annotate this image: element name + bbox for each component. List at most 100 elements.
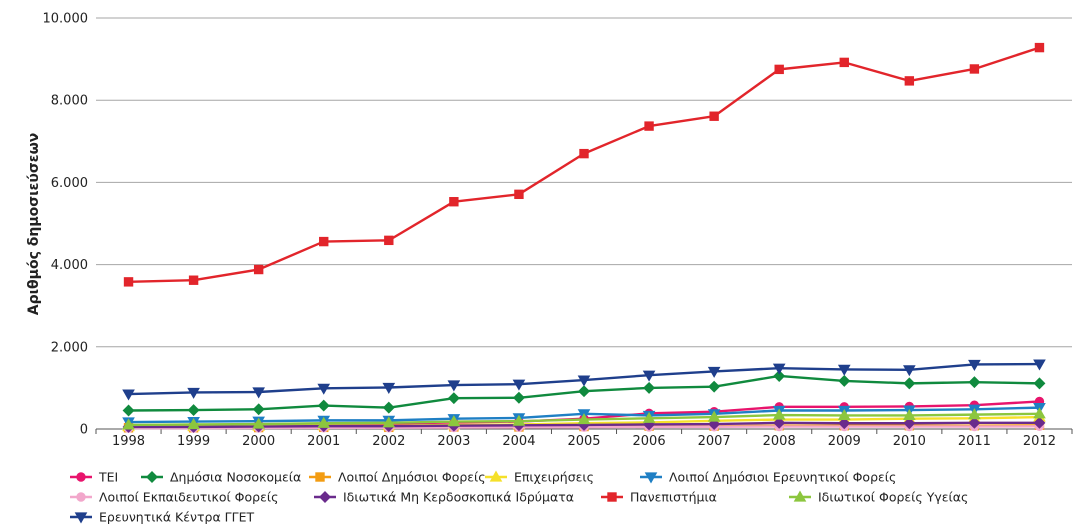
data-point (578, 385, 590, 398)
data-point (773, 416, 786, 429)
data-point (449, 197, 459, 207)
data-point (1033, 377, 1046, 390)
data-point (1033, 359, 1046, 371)
data-point (838, 417, 851, 430)
data-point (1033, 407, 1046, 419)
data-point (187, 404, 200, 417)
data-point (708, 380, 721, 393)
data-point (969, 64, 980, 74)
legend-label: Δημόσια Νοσοκομεία (170, 470, 301, 485)
legend-label: Ιδιωτικοί Φορείς Υγείας (818, 490, 968, 505)
data-point (579, 148, 589, 159)
x-tick-label: 2000 (242, 434, 275, 449)
legend-item: Ερευνητικά Κέντρα ΓΓΕΤ (70, 510, 254, 525)
data-point (707, 410, 721, 422)
data-point (772, 408, 786, 420)
y-tick-label: 4.000 (51, 258, 88, 273)
data-point (903, 377, 916, 390)
legend-marker (146, 471, 158, 483)
x-tick-label: 1998 (112, 434, 145, 449)
data-point (839, 57, 849, 68)
legend-marker (793, 490, 807, 502)
legend-marker (607, 492, 617, 502)
y-tick-label: 6.000 (51, 176, 88, 191)
legend-item: Πανεπιστήμια (601, 490, 717, 505)
data-point (968, 359, 981, 371)
legend-marker (74, 512, 88, 524)
data-point (514, 189, 524, 200)
data-point (772, 363, 786, 375)
data-point (447, 380, 461, 392)
data-point (122, 404, 135, 417)
data-point (642, 411, 656, 423)
legend-marker (76, 492, 86, 502)
x-tick-label: 2010 (893, 434, 926, 449)
legend-item: Λοιποί Δημόσιοι Φορείς (309, 470, 486, 485)
data-point (643, 381, 656, 394)
series-line (128, 46, 1040, 284)
data-point (968, 416, 981, 429)
x-tick-label: 2008 (763, 434, 796, 449)
data-point (512, 379, 526, 391)
data-point (384, 235, 394, 246)
data-point (382, 401, 395, 414)
data-point (1033, 416, 1046, 429)
data-point (707, 366, 721, 378)
data-point (252, 387, 265, 399)
data-point (187, 387, 200, 399)
x-tick-label: 2007 (698, 434, 731, 449)
data-point (642, 370, 656, 382)
data-point (838, 374, 851, 387)
legend-label: Πανεπιστήμια (630, 490, 717, 505)
y-tick-label: 8.000 (51, 94, 88, 109)
data-point (253, 264, 264, 275)
legend-marker (315, 472, 325, 482)
series-2 (122, 370, 1046, 417)
data-point (512, 391, 525, 404)
data-point (577, 413, 591, 425)
y-tick-label: 2.000 (51, 340, 88, 355)
legend-label: ΤΕΙ (98, 470, 118, 485)
legend-marker (319, 491, 331, 503)
x-tick-label: 2001 (307, 434, 340, 449)
legend-item: Λοιποί Δημόσιοι Ερευνητικοί Φορείς (640, 470, 896, 485)
gridlines (96, 17, 1072, 348)
legend-item: ΤΕΙ (70, 470, 118, 485)
y-axis-title: Αριθμός δημοσιεύσεων (26, 133, 42, 316)
legend-marker (644, 472, 658, 484)
legend-label: Λοιποί Δημόσιοι Φορείς (338, 470, 486, 485)
data-point (123, 277, 134, 287)
legend-label: Λοιποί Δημόσιοι Ερευνητικοί Φορείς (669, 470, 896, 485)
data-point (187, 418, 200, 430)
data-point (773, 370, 786, 382)
series-8 (123, 42, 1045, 287)
legend-item: Ιδιωτικά Μη Κερδοσκοπικά Ιδρύματα (314, 490, 574, 505)
data-point (382, 416, 396, 428)
data-point (903, 365, 916, 377)
data-point (317, 399, 330, 412)
series-10 (122, 359, 1046, 401)
data-point (317, 383, 331, 395)
legend: ΤΕΙ Δημόσια Νοσοκομεία Λοιποί Δημόσιοι Φορ… (70, 470, 968, 525)
data-point (709, 111, 719, 121)
data-point (903, 408, 916, 421)
data-point (317, 416, 331, 428)
data-point (512, 414, 526, 426)
data-point (968, 376, 981, 389)
data-point (903, 417, 916, 430)
data-point (447, 392, 460, 405)
legend-label: Λοιποί Εκπαιδευτικοί Φορείς (99, 490, 278, 505)
data-point (382, 382, 396, 394)
data-point (577, 375, 591, 387)
y-tick-label: 10.000 (43, 12, 89, 27)
x-tick-label: 2004 (502, 434, 535, 449)
x-tick-label: 2012 (1023, 434, 1056, 449)
data-point (1034, 42, 1045, 53)
legend-item: Δημόσια Νοσοκομεία (141, 470, 301, 485)
series-layer (122, 42, 1046, 433)
data-point (319, 236, 329, 247)
x-tick-label: 2009 (828, 434, 861, 449)
data-point (837, 408, 851, 421)
